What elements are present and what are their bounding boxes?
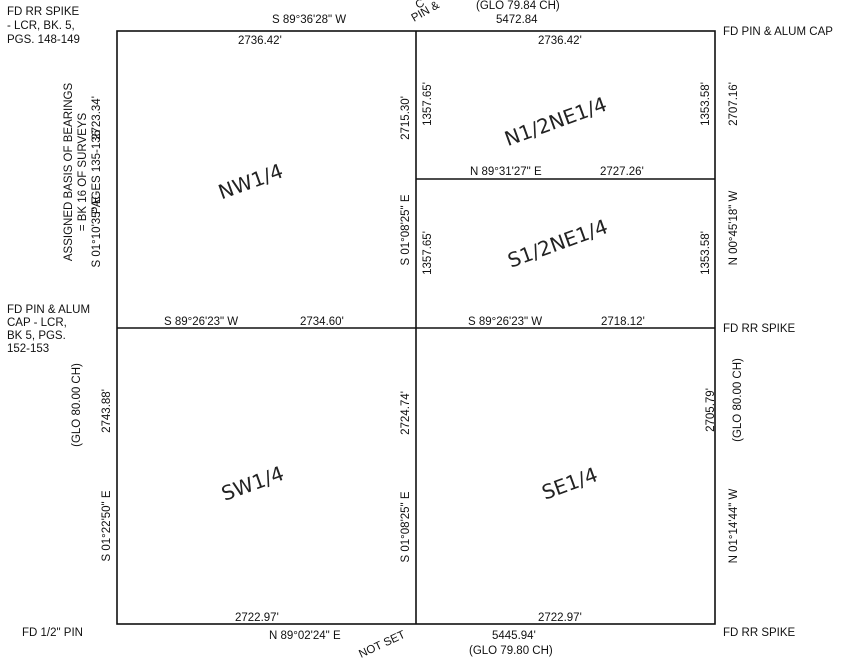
east-south-bearing: N 01°14'44" W xyxy=(728,488,740,563)
north-east-distance: 2736.42' xyxy=(538,35,582,47)
corner-nw-line: - LCR, BK. 5, xyxy=(7,20,75,32)
center-north-distance: 2715.30' xyxy=(400,96,412,140)
corner-nw-line: PGS. 148-149 xyxy=(7,34,80,46)
corner-w-line: CAP - LCR, xyxy=(7,317,67,329)
center-north-bearing: S 01°08'25" E xyxy=(400,194,412,265)
center-south-distance: 2724.74' xyxy=(400,391,412,435)
ne-upper-west-distance: 1357.65' xyxy=(422,82,434,126)
corner-w-line: BK 5, PGS. xyxy=(7,330,66,342)
east-north-distance: 2707.16' xyxy=(728,82,740,126)
section-lines xyxy=(116,30,716,625)
center-vertical-labels: 2715.30' S 01°08'25" E 2724.74' S 01°08'… xyxy=(400,82,434,562)
quarter-sw-label: SW1/4 xyxy=(218,461,287,506)
north-total-glo: (GLO 79.84 CH) xyxy=(476,0,560,12)
quarter-n-ne-label: N1/2NE1/4 xyxy=(501,92,610,151)
south-total-distance: 5445.94' xyxy=(492,630,536,642)
south-west-distance: 2722.97' xyxy=(235,612,279,624)
corner-w-line: FD PIN & ALUM xyxy=(7,304,90,316)
west-line-labels: ASSIGNED BASIS OF BEARINGS = BK 16 OF SU… xyxy=(63,83,113,562)
corner-nw-line: FD RR SPIKE xyxy=(7,6,80,18)
ne-upper-east-distance: 1353.58' xyxy=(700,82,712,126)
ne-lower-east-distance: 1353.58' xyxy=(700,231,712,275)
middle-east-bearing: S 89°26'23" W xyxy=(468,316,542,328)
center-south-bearing: S 01°08'25" E xyxy=(400,491,412,562)
south-line-labels: 2722.97' 2722.97' N 89°02'24" E 5445.94'… xyxy=(235,612,582,657)
east-north-bearing: N 00°45'18" W xyxy=(728,190,740,265)
corner-e-label: FD RR SPIKE xyxy=(723,323,796,335)
east-south-glo: (GLO 80.00 CH) xyxy=(732,358,744,442)
basis-of-bearings-line: = BK 16 OF SURVEYS xyxy=(77,112,89,231)
corner-s-partial: NOT SET xyxy=(357,629,407,661)
center-horizontal-labels: S 89°26'23" W 2734.60' S 89°26'23" W 271… xyxy=(164,166,645,328)
north-west-distance: 2736.42' xyxy=(238,35,282,47)
north-bearing: S 89°36'28" W xyxy=(272,14,346,26)
ne-split-bearing: N 89°31'27" E xyxy=(470,166,542,178)
north-total-distance: 5472.84 xyxy=(496,14,538,26)
corner-sw-label: FD 1/2" PIN xyxy=(22,627,83,639)
ne-split-distance: 2727.26' xyxy=(600,166,644,178)
corner-w-line: 152-153 xyxy=(7,343,49,355)
ne-lower-west-distance: 1357.65' xyxy=(422,231,434,275)
west-north-distance: 2723.34' xyxy=(91,96,103,140)
east-line-labels: 1353.58' 1353.58' 2707.16' N 00°45'18" W… xyxy=(700,82,744,563)
south-east-distance: 2722.97' xyxy=(538,612,582,624)
west-north-bearing: S 01°10'35" E xyxy=(91,196,103,267)
east-south-distance: 2705.79' xyxy=(705,388,717,432)
quarter-se-label: SE1/4 xyxy=(538,462,600,504)
north-line-labels: S 89°36'28" W (GLO 79.84 CH) 5472.84 273… xyxy=(238,0,582,47)
quarter-labels: NW1/4 N1/2NE1/4 S1/2NE1/4 SW1/4 SE1/4 xyxy=(215,92,611,506)
west-south-bearing: S 01°22'50" E xyxy=(101,490,113,561)
middle-east-distance: 2718.12' xyxy=(601,316,645,328)
middle-west-bearing: S 89°26'23" W xyxy=(164,316,238,328)
corner-se-label: FD RR SPIKE xyxy=(723,627,796,639)
west-south-distance: 2743.88' xyxy=(101,389,113,433)
middle-west-distance: 2734.60' xyxy=(300,316,344,328)
south-total-glo: (GLO 79.80 CH) xyxy=(469,645,553,657)
west-south-glo: (GLO 80.00 CH) xyxy=(71,363,83,447)
corner-ne-label: FD PIN & ALUM CAP xyxy=(723,26,833,38)
corner-n-partial: C xyxy=(414,0,427,12)
quarter-nw-label: NW1/4 xyxy=(215,159,286,204)
quarter-s-ne-label: S1/2NE1/4 xyxy=(504,214,611,272)
south-bearing: N 89°02'24" E xyxy=(269,630,341,642)
basis-of-bearings-line: ASSIGNED BASIS OF BEARINGS xyxy=(63,83,75,262)
basis-of-bearings-line: PAGES 135-136 xyxy=(91,130,103,214)
